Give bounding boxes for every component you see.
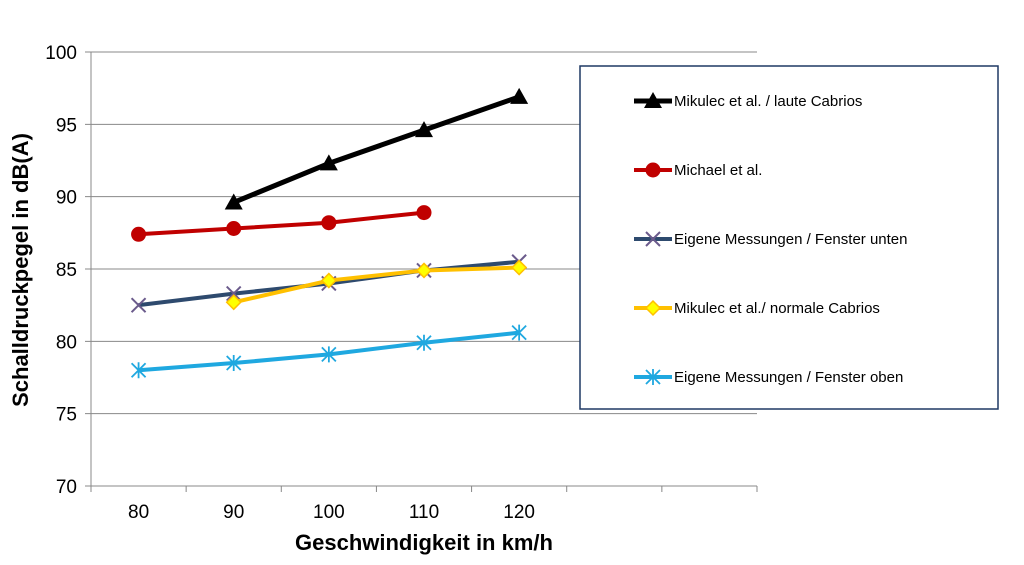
- legend-label: Mikulec et al. / laute Cabrios: [674, 93, 862, 110]
- data-point: [224, 193, 243, 210]
- data-point: [321, 215, 337, 231]
- data-point: [416, 334, 432, 351]
- data-point: [226, 285, 242, 302]
- data-point: [416, 205, 432, 221]
- data-point: [130, 362, 147, 379]
- series-group: [130, 87, 529, 379]
- legend-item: Mikulec et al. / laute Cabrios: [634, 92, 862, 110]
- data-point: [226, 355, 242, 372]
- x-tick-label: 120: [503, 502, 535, 523]
- legend-marker: [644, 299, 662, 317]
- data-point: [130, 297, 147, 313]
- series-line: [138, 210, 425, 237]
- legend-marker: [645, 162, 661, 178]
- x-axis-label: Geschwindigkeit in km/h: [295, 530, 553, 555]
- axes: 70 75 80 85 90 95 100 80 90 100 110 120: [45, 43, 758, 523]
- data-point: [415, 121, 433, 138]
- legend-marker: [645, 369, 661, 385]
- data-point: [226, 220, 242, 236]
- y-tick-label: 90: [56, 188, 77, 209]
- data-point: [321, 346, 337, 363]
- y-axis-label: Schalldruckpegel in dB(A): [8, 133, 33, 407]
- legend-marker: [644, 92, 662, 108]
- data-point: [511, 259, 528, 276]
- data-point: [415, 262, 433, 279]
- series-0: [224, 87, 529, 210]
- x-tick-label: 110: [409, 502, 439, 523]
- series-1: [131, 205, 432, 242]
- data-point: [320, 272, 337, 289]
- legend-item: Eigene Messungen / Fenster unten: [634, 231, 907, 248]
- y-tick-label: 100: [45, 43, 77, 64]
- x-tick-label: 100: [313, 502, 345, 523]
- y-tick-label: 70: [56, 477, 77, 498]
- y-tick-label: 85: [56, 260, 77, 281]
- legend-item: Mikulec et al./ normale Cabrios: [634, 299, 880, 317]
- y-tick-label: 95: [56, 115, 77, 136]
- data-point: [510, 87, 529, 104]
- legend-label: Eigene Messungen / Fenster unten: [674, 231, 907, 248]
- data-point: [225, 294, 242, 311]
- legend-label: Michael et al.: [674, 162, 762, 179]
- series-line: [232, 94, 520, 205]
- data-point: [511, 324, 527, 341]
- series-3: [225, 259, 528, 311]
- y-tick-label: 75: [56, 405, 77, 426]
- legend-label: Eigene Messungen / Fenster oben: [674, 369, 903, 386]
- x-tick-label: 80: [128, 502, 149, 523]
- y-tick-label: 80: [56, 332, 77, 353]
- legend-marker: [645, 231, 661, 247]
- x-tick-label: 90: [223, 502, 244, 523]
- series-4: [130, 324, 527, 379]
- legend-item: Michael et al.: [634, 162, 762, 179]
- data-point: [131, 226, 147, 242]
- legend-label: Mikulec et al./ normale Cabrios: [674, 300, 880, 317]
- legend-item: Eigene Messungen / Fenster oben: [634, 369, 903, 386]
- series-line: [233, 265, 520, 305]
- data-point: [319, 154, 338, 171]
- legend: Mikulec et al. / laute Cabrios Michael et…: [634, 92, 907, 386]
